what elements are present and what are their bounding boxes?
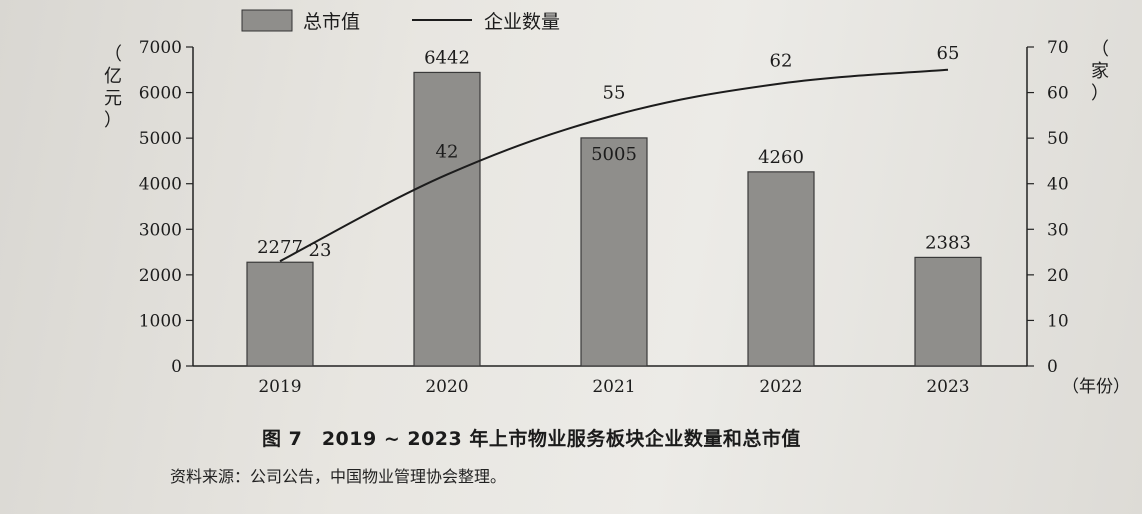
left-tick-label: 4000 [139, 175, 182, 195]
left-tick-label: 2000 [139, 266, 182, 286]
data-labels: 2277 6442 5005 4260 2383 23 42 55 62 65 [257, 43, 971, 261]
left-tick-label: 3000 [139, 220, 182, 240]
left-axis-unit-char: 元 [104, 88, 122, 109]
x-tick-label: 2021 [592, 377, 635, 397]
left-axis-unit-char: ） [104, 110, 122, 131]
right-tick-label: 0 [1047, 357, 1058, 377]
bar-value-label: 2383 [925, 232, 971, 253]
bar-2021 [580, 137, 648, 367]
bar-2019 [246, 261, 314, 367]
figure-caption: 图 7 2019 ~ 2023 年上市物业服务板块企业数量和总市值 [262, 428, 801, 450]
left-axis-unit-char: （ [104, 44, 122, 65]
source-note: 资料来源：公司公告，中国物业管理协会整理。 [170, 467, 507, 486]
left-tick-label: 5000 [139, 129, 182, 149]
bar-2022 [747, 171, 815, 367]
right-axis-unit-char: （ [1091, 39, 1109, 60]
left-axis-unit-char: 亿 [104, 66, 122, 87]
line-value-label: 55 [603, 82, 626, 103]
line-series [279, 68, 949, 263]
bar-value-label: 4260 [758, 147, 804, 168]
line-value-label: 65 [937, 43, 960, 64]
line-value-label: 42 [436, 142, 459, 163]
x-tick-label: 2019 [258, 377, 301, 397]
left-tick-label: 0 [171, 357, 182, 377]
bar-value-label: 2277 [257, 237, 303, 258]
legend-label-bar: 总市值 [303, 11, 360, 33]
line-value-label: 62 [770, 50, 793, 71]
bar-value-label: 6442 [424, 47, 470, 68]
legend: 总市值 企业数量 [241, 9, 560, 33]
right-tick-label: 30 [1047, 220, 1069, 240]
right-tick-label: 50 [1047, 129, 1069, 149]
bar-2020 [413, 71, 481, 367]
bar-2023 [914, 256, 982, 367]
bar-value-label: 5005 [591, 144, 637, 165]
right-tick-label: 70 [1047, 38, 1069, 58]
x-tick-label: 2023 [926, 377, 969, 397]
x-axis-unit: （年份） [1062, 377, 1130, 397]
right-tick-label: 40 [1047, 175, 1069, 195]
line-value-label: 23 [309, 240, 332, 261]
legend-label-line: 企业数量 [484, 11, 560, 33]
legend-bar-swatch [241, 9, 293, 32]
right-axis-unit-char: ） [1091, 83, 1109, 104]
x-tick-label: 2020 [425, 377, 468, 397]
left-tick-label: 7000 [139, 38, 182, 58]
x-tick-label: 2022 [759, 377, 802, 397]
right-tick-label: 10 [1047, 311, 1069, 331]
line-company-count [279, 68, 949, 263]
right-tick-label: 60 [1047, 84, 1069, 104]
left-tick-label: 1000 [139, 311, 182, 331]
bar-series [246, 71, 982, 367]
right-tick-label: 20 [1047, 266, 1069, 286]
right-axis-unit-char: 家 [1091, 61, 1109, 82]
left-tick-label: 6000 [139, 84, 182, 104]
